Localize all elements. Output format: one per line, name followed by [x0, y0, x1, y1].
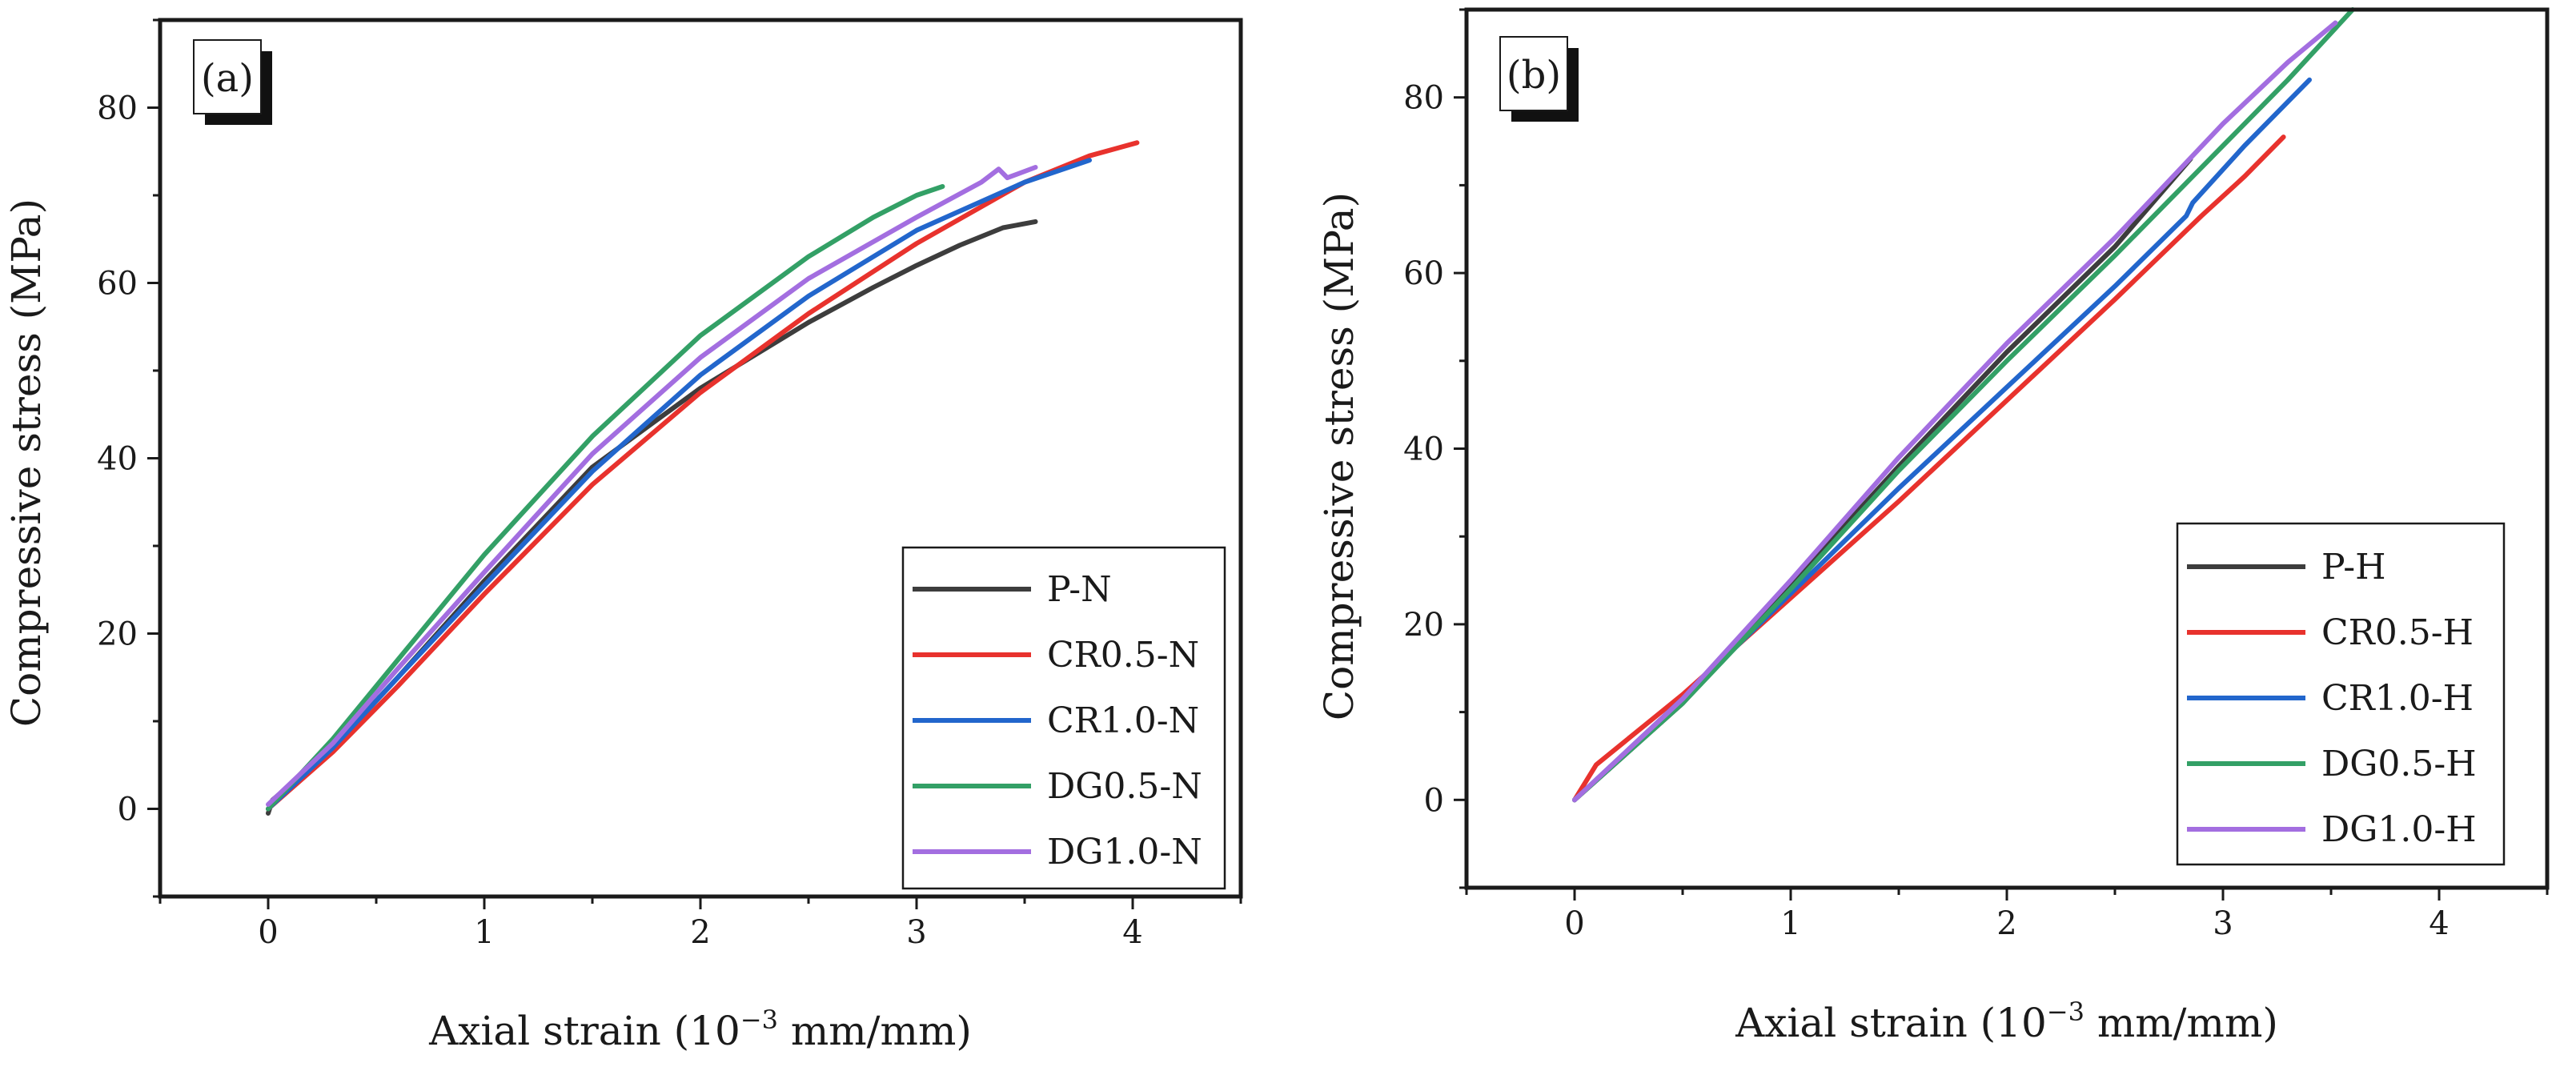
y-tick-label: 0	[118, 792, 138, 828]
legend-label: CR1.0-N	[1047, 700, 1199, 741]
y-tick-label: 20	[97, 616, 138, 653]
series-line-cr0.5-h	[1572, 134, 2286, 803]
legend-label: CR0.5-H	[2321, 612, 2474, 653]
x-tick-label: 3	[906, 914, 926, 951]
y-tick-label: 20	[1403, 607, 1444, 644]
x-tick-label: 0	[1564, 905, 1584, 942]
chart-panel-b: Compressive stress (MPa) 0 1 2 3 4020406080 …	[1316, 7, 2550, 1046]
x-tick-label: 1	[474, 914, 494, 951]
x-tick-label: 1	[1780, 905, 1800, 942]
y-axis-title: Compressive stress (MPa)	[3, 199, 50, 727]
series-line-dg0.5-h	[1572, 7, 2355, 803]
x-tick-label: 0	[258, 914, 278, 951]
x-tick-label: 4	[1122, 914, 1142, 951]
panel-label-text: (a)	[201, 56, 254, 101]
x-axis-title: Axial strain (10−3 mm/mm)	[428, 1005, 972, 1054]
legend: P-N CR0.5-N CR1.0-N DG0.5-N DG1.0-N	[901, 546, 1226, 890]
series-line-cr1.0-n	[266, 158, 1092, 812]
x-axis-title: Axial strain (10−3 mm/mm)	[1735, 997, 2278, 1046]
series-line-dg0.5-n	[266, 184, 945, 812]
x-tick-label: 2	[1996, 905, 2016, 942]
x-tick-label: 3	[2213, 905, 2233, 942]
panel-label-text: (b)	[1507, 53, 1561, 98]
plot-frame	[1464, 7, 2550, 890]
y-tick-label: 60	[97, 266, 138, 303]
legend-label: DG1.0-N	[1047, 832, 1202, 872]
x-tick-label: 2	[690, 914, 710, 951]
x-tick-label: 4	[2429, 905, 2449, 942]
y-tick-label: 80	[1403, 80, 1444, 117]
legend-label: DG1.0-H	[2321, 809, 2477, 850]
y-tick-label: 80	[97, 90, 138, 127]
panel-label: (a)	[193, 39, 272, 125]
y-axis-title: Compressive stress (MPa)	[1316, 192, 1362, 720]
series-line-dg1.0-n	[266, 165, 1038, 807]
plot-frame	[158, 18, 1243, 899]
panel-label: (b)	[1499, 36, 1579, 122]
legend-label: P-N	[1047, 569, 1112, 610]
legend-label: DG0.5-N	[1047, 766, 1202, 807]
legend-label: P-H	[2321, 547, 2385, 588]
y-tick-label: 40	[1403, 431, 1444, 468]
y-tick-label: 60	[1403, 255, 1444, 292]
series-line-dg1.0-h	[1572, 20, 2338, 803]
legend-label: CR1.0-H	[2321, 678, 2474, 719]
chart-panel-a: Compressive stress (MPa) 0 1 2 3 4020406080 …	[3, 18, 1243, 1054]
legend-label: DG0.5-H	[2321, 744, 2477, 784]
y-tick-label: 0	[1424, 782, 1444, 819]
y-tick-label: 40	[97, 441, 138, 478]
legend: P-H CR0.5-H CR1.0-H DG0.5-H DG1.0-H	[2176, 522, 2506, 866]
legend-label: CR0.5-N	[1047, 635, 1199, 676]
